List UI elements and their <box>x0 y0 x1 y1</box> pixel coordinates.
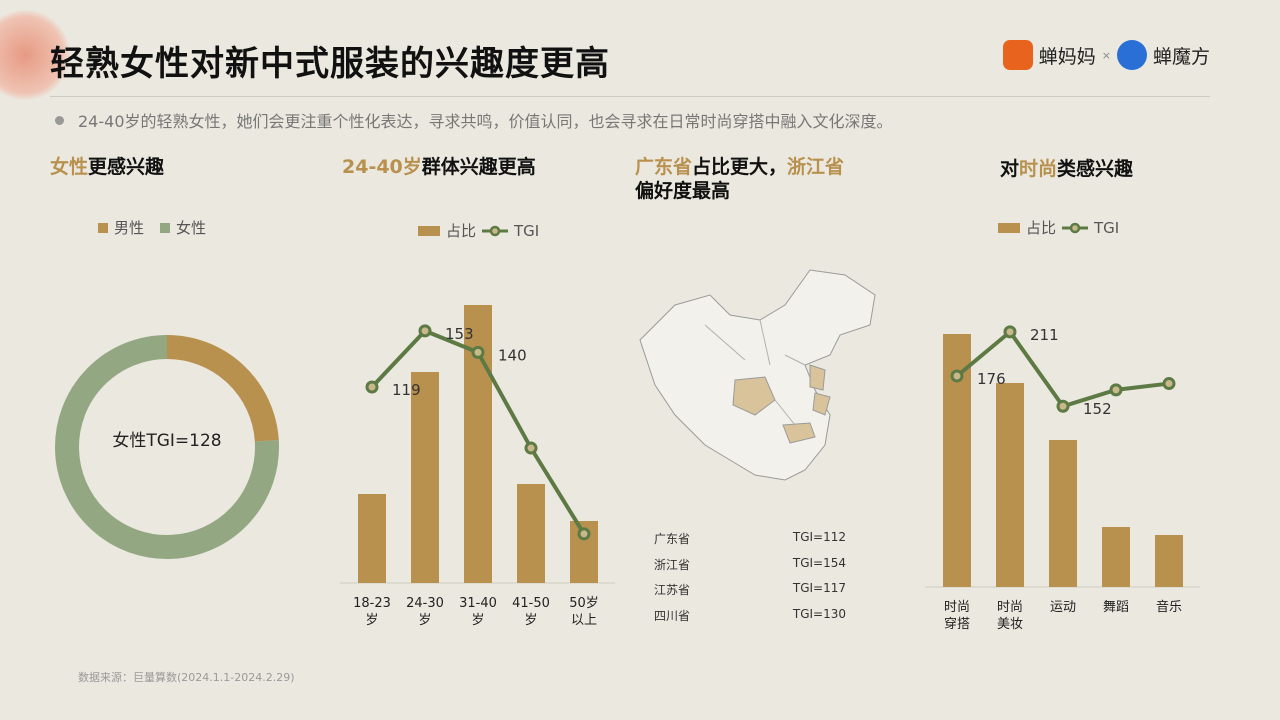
x-tick-label: 穿搭 <box>944 616 970 632</box>
x-tick-label: 美妆 <box>997 617 1023 632</box>
bullet-icon <box>55 115 64 125</box>
map-zhejiang <box>812 392 831 416</box>
tgi-point <box>1003 325 1017 339</box>
legend-bar-swatch <box>998 222 1020 233</box>
x-tick-label: 时尚 <box>944 600 970 615</box>
tgi-point <box>418 324 432 338</box>
gender-donut-chart: 女性TGI=128 <box>55 335 279 559</box>
bar <box>1155 535 1183 587</box>
tgi-point <box>471 345 485 359</box>
brand1: 蝉妈妈 <box>1038 45 1096 68</box>
bar <box>411 372 439 583</box>
gender-heading: 女性更感兴趣 <box>50 156 165 178</box>
x-tick-label: 时尚 <box>997 600 1023 615</box>
tgi-data-label: 153 <box>445 325 474 343</box>
x-tick-label: 50岁 <box>569 596 599 611</box>
province-name: 浙江省 <box>654 557 691 572</box>
x-tick-label: 18-23 <box>353 596 391 611</box>
province-tgi: TGI=117 <box>792 581 846 595</box>
x-tick-label: 以上 <box>571 613 597 628</box>
bar <box>517 484 545 583</box>
donut-slice-0 <box>166 335 279 442</box>
map-jiangsu <box>809 364 826 391</box>
interest-legend: 占比 TGI <box>998 217 1119 238</box>
chanmama-logo-icon <box>1002 40 1033 70</box>
interest-heading: 对时尚类感兴趣 <box>1000 158 1134 180</box>
tgi-point <box>577 527 591 541</box>
tgi-data-label: 211 <box>1030 326 1059 344</box>
x-tick-label: 24-30 <box>406 596 444 611</box>
logos: 蝉妈妈 × 蝉魔方 <box>1002 40 1210 70</box>
bar <box>358 494 386 583</box>
tgi-point <box>1162 377 1176 391</box>
donut-slice-1 <box>55 335 279 559</box>
province-tgi: TGI=154 <box>792 555 846 570</box>
tgi-data-label: 152 <box>1083 400 1112 418</box>
x-tick-label: 音乐 <box>1156 599 1182 615</box>
summary: 24-40岁的轻熟女性，她们会更注重个性化表达，寻求共鸣，价值认同，也会寻求在日… <box>55 108 893 132</box>
china-map <box>639 269 876 481</box>
data-source: 数据来源：巨量算数(2024.1.1-2024.2.29) <box>78 671 295 684</box>
province-tgi: TGI=130 <box>792 606 846 621</box>
province-name: 江苏省 <box>654 583 691 597</box>
bar <box>1102 527 1130 587</box>
logo-separator: × <box>1101 48 1111 62</box>
x-tick-label: 41-50 <box>512 596 550 611</box>
legend-line-swatch <box>1062 222 1089 233</box>
x-tick-label: 运动 <box>1050 600 1076 615</box>
summary-text: 24-40岁的轻熟女性，她们会更注重个性化表达，寻求共鸣，价值认同，也会寻求在日… <box>78 112 893 131</box>
divider <box>50 96 1210 97</box>
tgi-point <box>950 369 964 383</box>
x-tick-label: 岁 <box>365 613 378 628</box>
page-title: 轻熟女性对新中式服装的兴趣度更高 <box>50 44 610 84</box>
tgi-data-label: 176 <box>977 370 1006 388</box>
x-tick-label: 岁 <box>471 613 484 628</box>
x-tick-label: 岁 <box>524 613 537 628</box>
tgi-data-label: 119 <box>392 381 421 399</box>
legend-swatch-male <box>98 222 108 233</box>
map-guangdong <box>782 422 816 444</box>
donut-center-label: 女性TGI=128 <box>112 431 221 451</box>
region-row: 广东省 TGI=112 <box>654 530 854 556</box>
legend-bar-swatch <box>418 225 440 236</box>
bar <box>1049 440 1077 587</box>
province-tgi: TGI=112 <box>792 530 846 544</box>
decorative-sun <box>0 10 70 100</box>
province-name: 四川省 <box>654 608 691 623</box>
tgi-point <box>365 380 379 394</box>
age-legend: 占比 TGI <box>418 220 539 241</box>
tgi-point <box>1109 383 1123 397</box>
tgi-point <box>1056 399 1070 413</box>
region-row: 江苏省 TGI=117 <box>654 581 854 607</box>
region-row: 四川省 TGI=130 <box>654 607 854 633</box>
age-heading: 24-40岁群体兴趣更高 <box>342 156 536 178</box>
province-name: 广东省 <box>654 532 691 546</box>
legend-line-swatch <box>482 225 509 236</box>
gender-legend: 男性 女性 <box>98 217 206 238</box>
brand2: 蝉魔方 <box>1152 45 1210 68</box>
region-table: 广东省 TGI=112 浙江省 TGI=154 江苏省 TGI=117 四川省 TGI=130 <box>654 530 854 632</box>
region-heading: 广东省占比更大，浙江省 偏好度最高 <box>635 156 845 202</box>
legend-swatch-female <box>160 222 171 233</box>
region-row: 浙江省 TGI=154 <box>654 556 854 582</box>
x-tick-label: 岁 <box>418 613 431 628</box>
chanmofang-logo-icon <box>1116 40 1147 70</box>
x-tick-label: 舞蹈 <box>1103 600 1129 615</box>
map-sichuan <box>732 376 776 416</box>
x-tick-label: 31-40 <box>459 596 497 611</box>
bar <box>996 383 1024 587</box>
tgi-point <box>524 441 538 455</box>
tgi-data-label: 140 <box>498 346 527 364</box>
